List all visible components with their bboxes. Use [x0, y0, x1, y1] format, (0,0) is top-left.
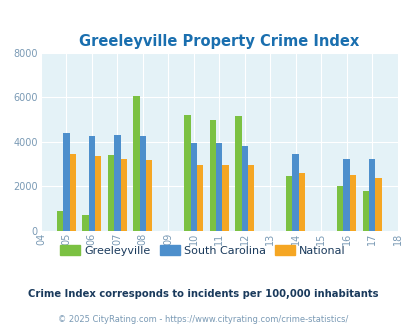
Bar	[298, 173, 305, 231]
Bar	[95, 156, 101, 231]
Bar	[349, 175, 355, 231]
Bar	[82, 215, 88, 231]
Bar	[209, 119, 215, 231]
Bar	[286, 177, 292, 231]
Bar	[88, 136, 95, 231]
Bar	[133, 96, 139, 231]
Bar	[190, 143, 196, 231]
Legend: Greeleyville, South Carolina, National: Greeleyville, South Carolina, National	[55, 241, 350, 260]
Bar	[374, 178, 381, 231]
Bar	[57, 211, 63, 231]
Bar	[184, 115, 190, 231]
Bar	[336, 186, 343, 231]
Bar	[63, 133, 69, 231]
Bar	[241, 146, 247, 231]
Bar	[139, 136, 146, 231]
Bar	[247, 165, 254, 231]
Bar	[114, 135, 120, 231]
Bar	[368, 159, 374, 231]
Bar	[196, 165, 203, 231]
Text: Crime Index corresponds to incidents per 100,000 inhabitants: Crime Index corresponds to incidents per…	[28, 289, 377, 299]
Title: Greeleyville Property Crime Index: Greeleyville Property Crime Index	[79, 34, 358, 49]
Bar	[234, 116, 241, 231]
Bar	[343, 159, 349, 231]
Text: © 2025 CityRating.com - https://www.cityrating.com/crime-statistics/: © 2025 CityRating.com - https://www.city…	[58, 315, 347, 324]
Bar	[215, 143, 222, 231]
Bar	[120, 159, 127, 231]
Bar	[362, 191, 368, 231]
Bar	[107, 155, 114, 231]
Bar	[69, 154, 76, 231]
Bar	[222, 165, 228, 231]
Bar	[292, 154, 298, 231]
Bar	[146, 160, 152, 231]
